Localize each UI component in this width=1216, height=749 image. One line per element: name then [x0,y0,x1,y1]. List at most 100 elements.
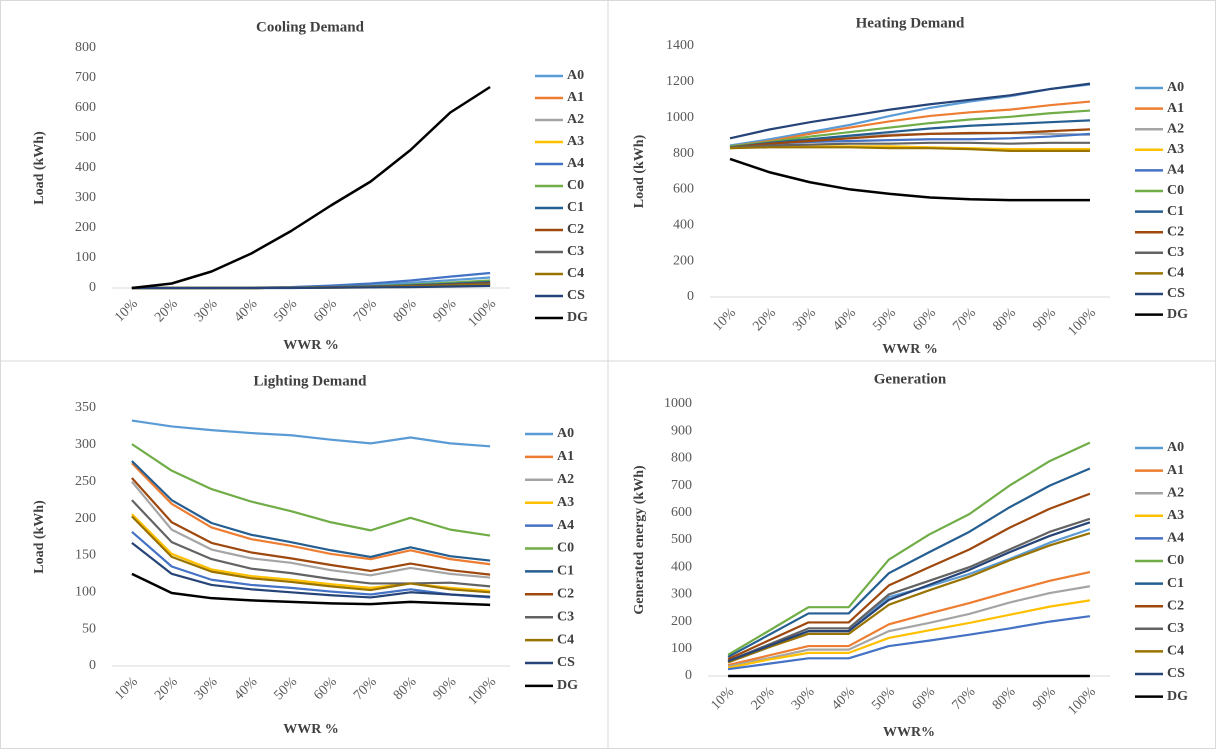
legend-label: C0 [1167,553,1184,568]
x-tick-label: 80% [391,296,420,325]
x-tick-label: 10% [710,305,739,334]
y-axis-title: Generated energy (kWh) [632,465,647,615]
series-line [131,531,491,599]
y-tick-label: 200 [673,253,694,268]
legend-label: C3 [1167,621,1184,636]
chart-title: Lighting Demand [254,373,368,389]
legend-label: C1 [1167,204,1184,219]
series-line [131,419,491,448]
y-tick-label: 600 [671,505,692,520]
x-tick-label: 70% [950,684,979,713]
series-line [131,460,491,562]
x-tick-label: 90% [431,296,460,325]
series-line [131,542,491,599]
legend-label: A3 [1167,142,1184,157]
legend-label: A1 [1167,463,1184,478]
series-line [727,615,1091,671]
x-tick-label: 30% [790,305,819,334]
y-tick-label: 800 [671,451,692,466]
x-tick-label: 70% [351,296,380,325]
legend-label: DG [557,678,578,693]
legend-label: CS [1167,666,1185,681]
legend-label: C2 [567,222,584,237]
series-line [727,585,1091,668]
x-tick-label: 80% [990,305,1019,334]
x-tick-label: 50% [869,684,898,713]
legend-label: A4 [557,518,574,533]
legend-label: C0 [1167,183,1184,198]
y-tick-label: 400 [673,218,694,233]
legend-label: C4 [557,632,574,647]
y-tick-label: 1000 [666,110,694,125]
y-axis-title: Load (kWh) [632,134,647,208]
series-line [729,82,1091,140]
legend-label: CS [1167,286,1185,301]
legend-label: A2 [1167,121,1184,136]
legend-label: C3 [1167,245,1184,260]
legend-label: A2 [1167,485,1184,500]
x-axis-title: WWR % [283,722,339,737]
series-line [727,441,1091,656]
legend-label: DG [1167,689,1188,704]
legend-label: C1 [1167,576,1184,591]
legend-label: A1 [1167,101,1184,116]
x-axis-title: WWR% [883,725,935,740]
x-tick-label: 100% [1065,305,1099,339]
y-tick-label: 350 [75,400,96,415]
x-tick-label: 90% [431,674,460,703]
legend-label: DG [1167,307,1188,322]
x-tick-label: 10% [112,674,141,703]
series-line [729,100,1091,148]
y-tick-label: 700 [75,70,96,85]
y-axis-title: Load (kWh) [32,500,47,574]
x-axis-title: WWR % [882,342,938,357]
y-tick-label: 1200 [666,74,694,89]
x-tick-label: 70% [351,674,380,703]
legend-label: C2 [557,587,574,602]
chart-title: Generation [874,371,947,387]
x-tick-label: 30% [789,684,818,713]
legend-label: A1 [557,449,574,464]
series-line [727,532,1091,664]
series-line [729,109,1091,148]
legend-label: C0 [567,178,584,193]
series-line [131,477,491,576]
chart-title: Heating Demand [856,15,965,31]
series-line [727,467,1091,658]
x-tick-label: 50% [870,305,899,334]
legend-label: A2 [567,112,584,127]
y-tick-label: 100 [75,250,96,265]
x-tick-label: 60% [909,684,938,713]
series-line [727,517,1091,663]
legend-label: C2 [1167,224,1184,239]
series-line [131,515,491,594]
y-tick-label: 700 [671,478,692,493]
x-tick-label: 60% [910,305,939,334]
x-tick-label: 100% [1065,684,1099,718]
x-tick-label: 20% [152,674,181,703]
series-line [131,462,491,566]
series-line [727,571,1091,667]
series-line [729,157,1090,202]
legend-label: A1 [567,90,584,105]
x-tick-label: 20% [152,296,181,325]
series-line [729,119,1091,149]
x-tick-label: 80% [391,674,420,703]
series-line [131,284,491,290]
x-tick-label: 100% [465,674,499,708]
x-tick-label: 20% [749,684,778,713]
chart-title: Cooling Demand [256,19,365,35]
series-line [727,521,1091,663]
x-tick-label: 30% [192,674,221,703]
legend-label: A0 [567,68,584,83]
y-tick-label: 600 [75,100,96,115]
x-tick-label: 90% [1030,684,1059,713]
legend-label: A4 [1167,163,1184,178]
y-tick-label: 800 [75,40,96,55]
series-line [131,443,491,537]
x-tick-label: 60% [311,296,340,325]
legend-label: A0 [1167,440,1184,455]
legend-label: A2 [557,472,574,487]
y-tick-label: 300 [75,437,96,452]
